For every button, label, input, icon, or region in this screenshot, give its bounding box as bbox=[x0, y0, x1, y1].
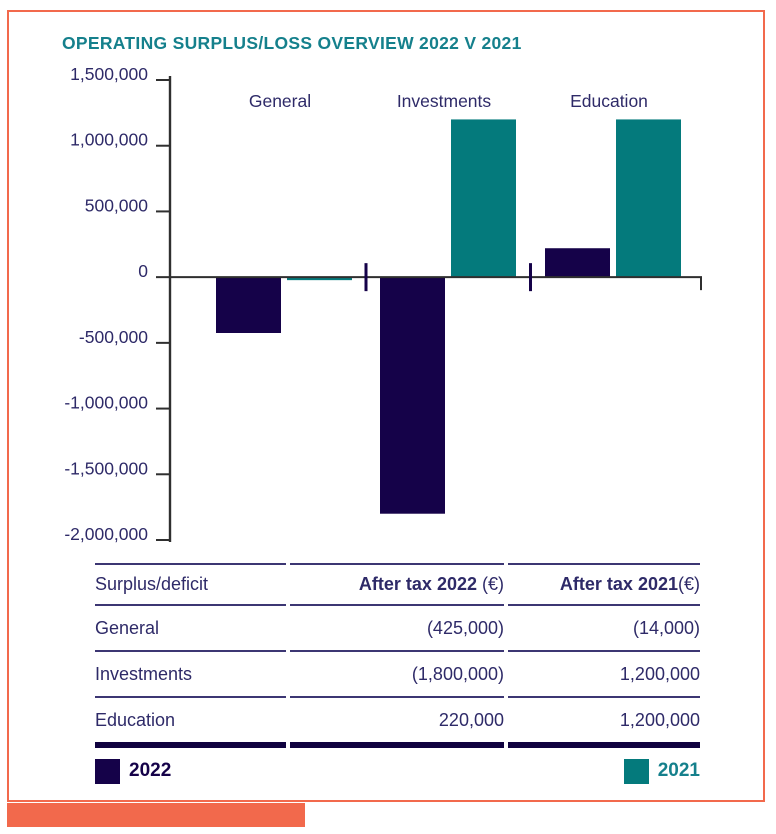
table-row: Investments (1,800,000) 1,200,000 bbox=[95, 652, 700, 698]
table-row: General (425,000) (14,000) bbox=[95, 606, 700, 652]
legend-swatch-2021-icon bbox=[623, 758, 649, 784]
table-header-row: Surplus/deficit After tax 2022 (€) After… bbox=[95, 563, 700, 606]
row-label-general: General bbox=[95, 606, 286, 652]
y-tick-label: -1,500,000 bbox=[64, 458, 148, 478]
bar-chart: 1,500,000 1,000,000 500,000 0 -500,000 -1,000… bbox=[64, 64, 702, 544]
investments-2022-value: (1,800,000) bbox=[290, 652, 504, 698]
legend-item-2021: 2021 bbox=[623, 758, 700, 784]
y-tick-label: 1,500,000 bbox=[70, 64, 148, 84]
y-tick-label: -2,000,000 bbox=[64, 524, 148, 544]
legend-item-2022: 2022 bbox=[95, 758, 172, 784]
chart-legend: 2022 2021 bbox=[95, 757, 700, 785]
table-row: Education 220,000 1,200,000 bbox=[95, 698, 700, 748]
bar-investments-2022 bbox=[380, 277, 445, 514]
y-tick-label: 0 bbox=[138, 261, 148, 281]
card-border bbox=[7, 10, 765, 802]
bar-education-2021 bbox=[616, 119, 681, 278]
category-label-education: Education bbox=[570, 91, 648, 111]
chart-title: OPERATING SURPLUS/LOSS OVERVIEW 2022 V 2… bbox=[62, 33, 522, 53]
investments-2021-value: 1,200,000 bbox=[508, 652, 700, 698]
bar-general-2022 bbox=[216, 277, 281, 333]
education-2022-value: 220,000 bbox=[290, 698, 504, 748]
category-label-investments: Investments bbox=[397, 91, 492, 111]
col-header-surplus-deficit: Surplus/deficit bbox=[95, 563, 286, 606]
bar-education-2022 bbox=[545, 248, 610, 278]
y-tick-label: 1,000,000 bbox=[70, 130, 148, 150]
col-header-after-tax-2021: After tax 2021(€) bbox=[508, 563, 700, 606]
legend-label-2021: 2021 bbox=[657, 760, 700, 781]
row-label-education: Education bbox=[95, 698, 286, 748]
surplus-table: Surplus/deficit After tax 2022 (€) After… bbox=[91, 563, 704, 748]
category-label-general: General bbox=[249, 91, 311, 111]
bottom-accent-bar bbox=[7, 803, 305, 827]
col-header-after-tax-2022: After tax 2022 (€) bbox=[290, 563, 504, 606]
legend-label-2022: 2022 bbox=[129, 760, 172, 781]
legend-swatch-2022-icon bbox=[95, 758, 120, 784]
education-2021-value: 1,200,000 bbox=[508, 698, 700, 748]
bar-investments-2021 bbox=[451, 119, 516, 278]
bar-general-2021 bbox=[287, 277, 352, 281]
general-2021-value: (14,000) bbox=[508, 606, 700, 652]
general-2022-value: (425,000) bbox=[290, 606, 504, 652]
y-tick-label: -500,000 bbox=[79, 327, 148, 347]
y-tick-label: 500,000 bbox=[85, 195, 149, 215]
row-label-investments: Investments bbox=[95, 652, 286, 698]
y-tick-label: -1,000,000 bbox=[64, 393, 148, 413]
